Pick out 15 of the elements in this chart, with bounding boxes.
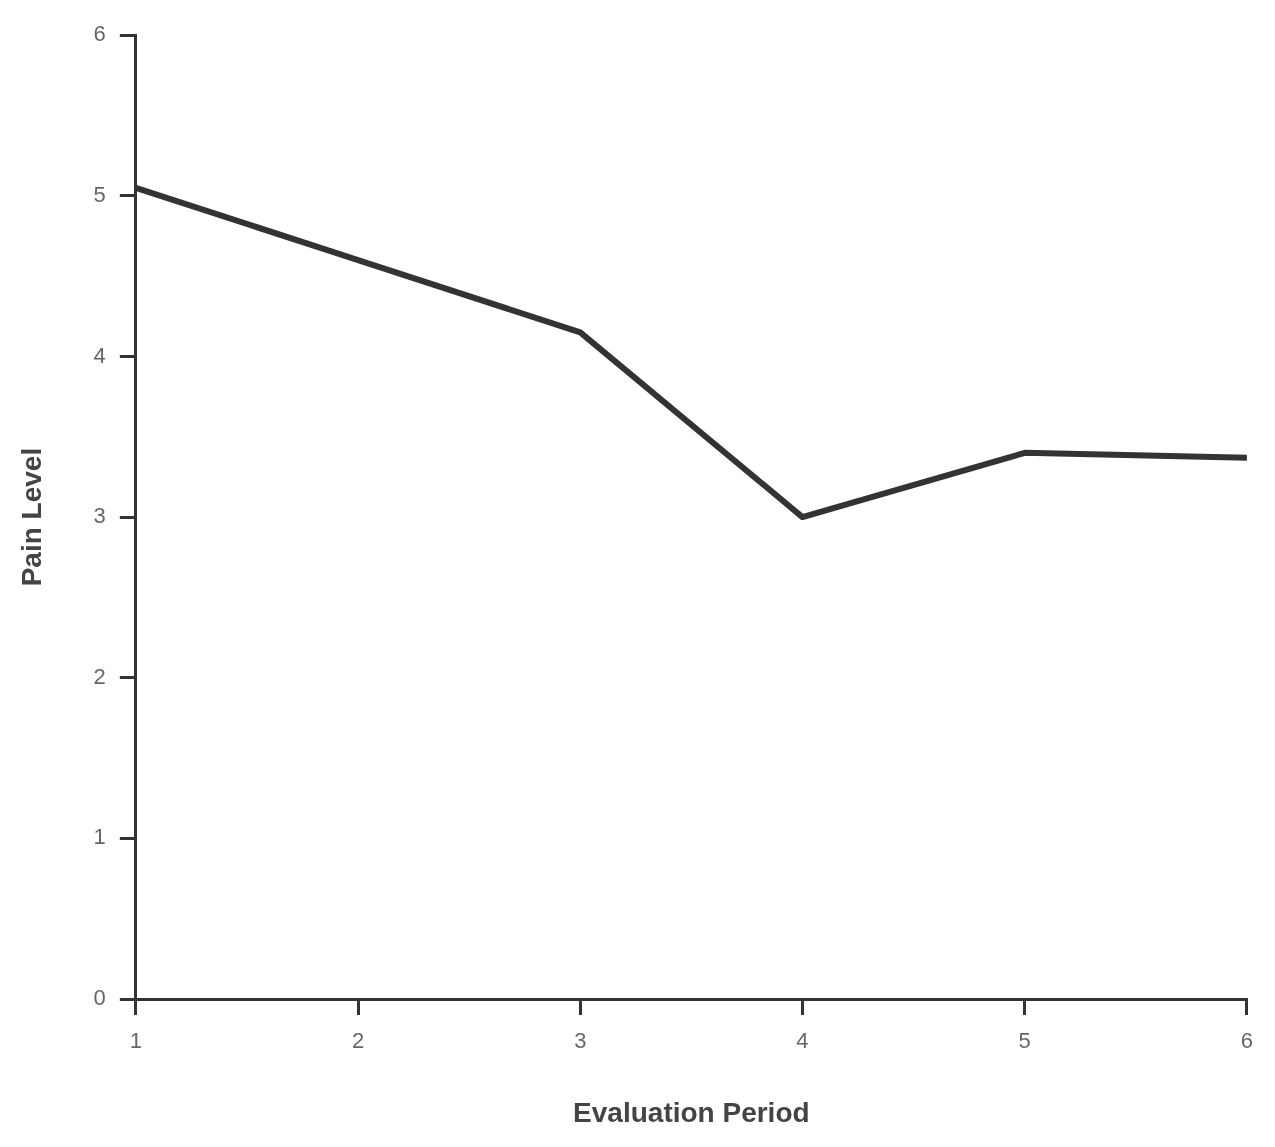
y-tick-label: 6 bbox=[93, 21, 106, 47]
y-tick-label: 5 bbox=[93, 181, 106, 207]
x-axis-title: Evaluation Period bbox=[573, 1096, 810, 1128]
x-tick-label: 4 bbox=[796, 1028, 809, 1054]
x-tick-label: 2 bbox=[351, 1028, 365, 1054]
x-tick-label: 1 bbox=[129, 1028, 142, 1054]
x-tick-label: 5 bbox=[1018, 1028, 1031, 1054]
y-tick-label: 4 bbox=[93, 342, 106, 368]
y-tick-label: 2 bbox=[93, 663, 106, 689]
x-tick-label: 6 bbox=[1240, 1028, 1254, 1054]
y-tick-label: 1 bbox=[93, 824, 106, 850]
y-tick-label: 0 bbox=[93, 985, 106, 1011]
x-tick-label: 3 bbox=[574, 1028, 587, 1054]
y-axis-title: Pain Level bbox=[15, 447, 47, 587]
y-tick-label: 3 bbox=[93, 503, 106, 529]
